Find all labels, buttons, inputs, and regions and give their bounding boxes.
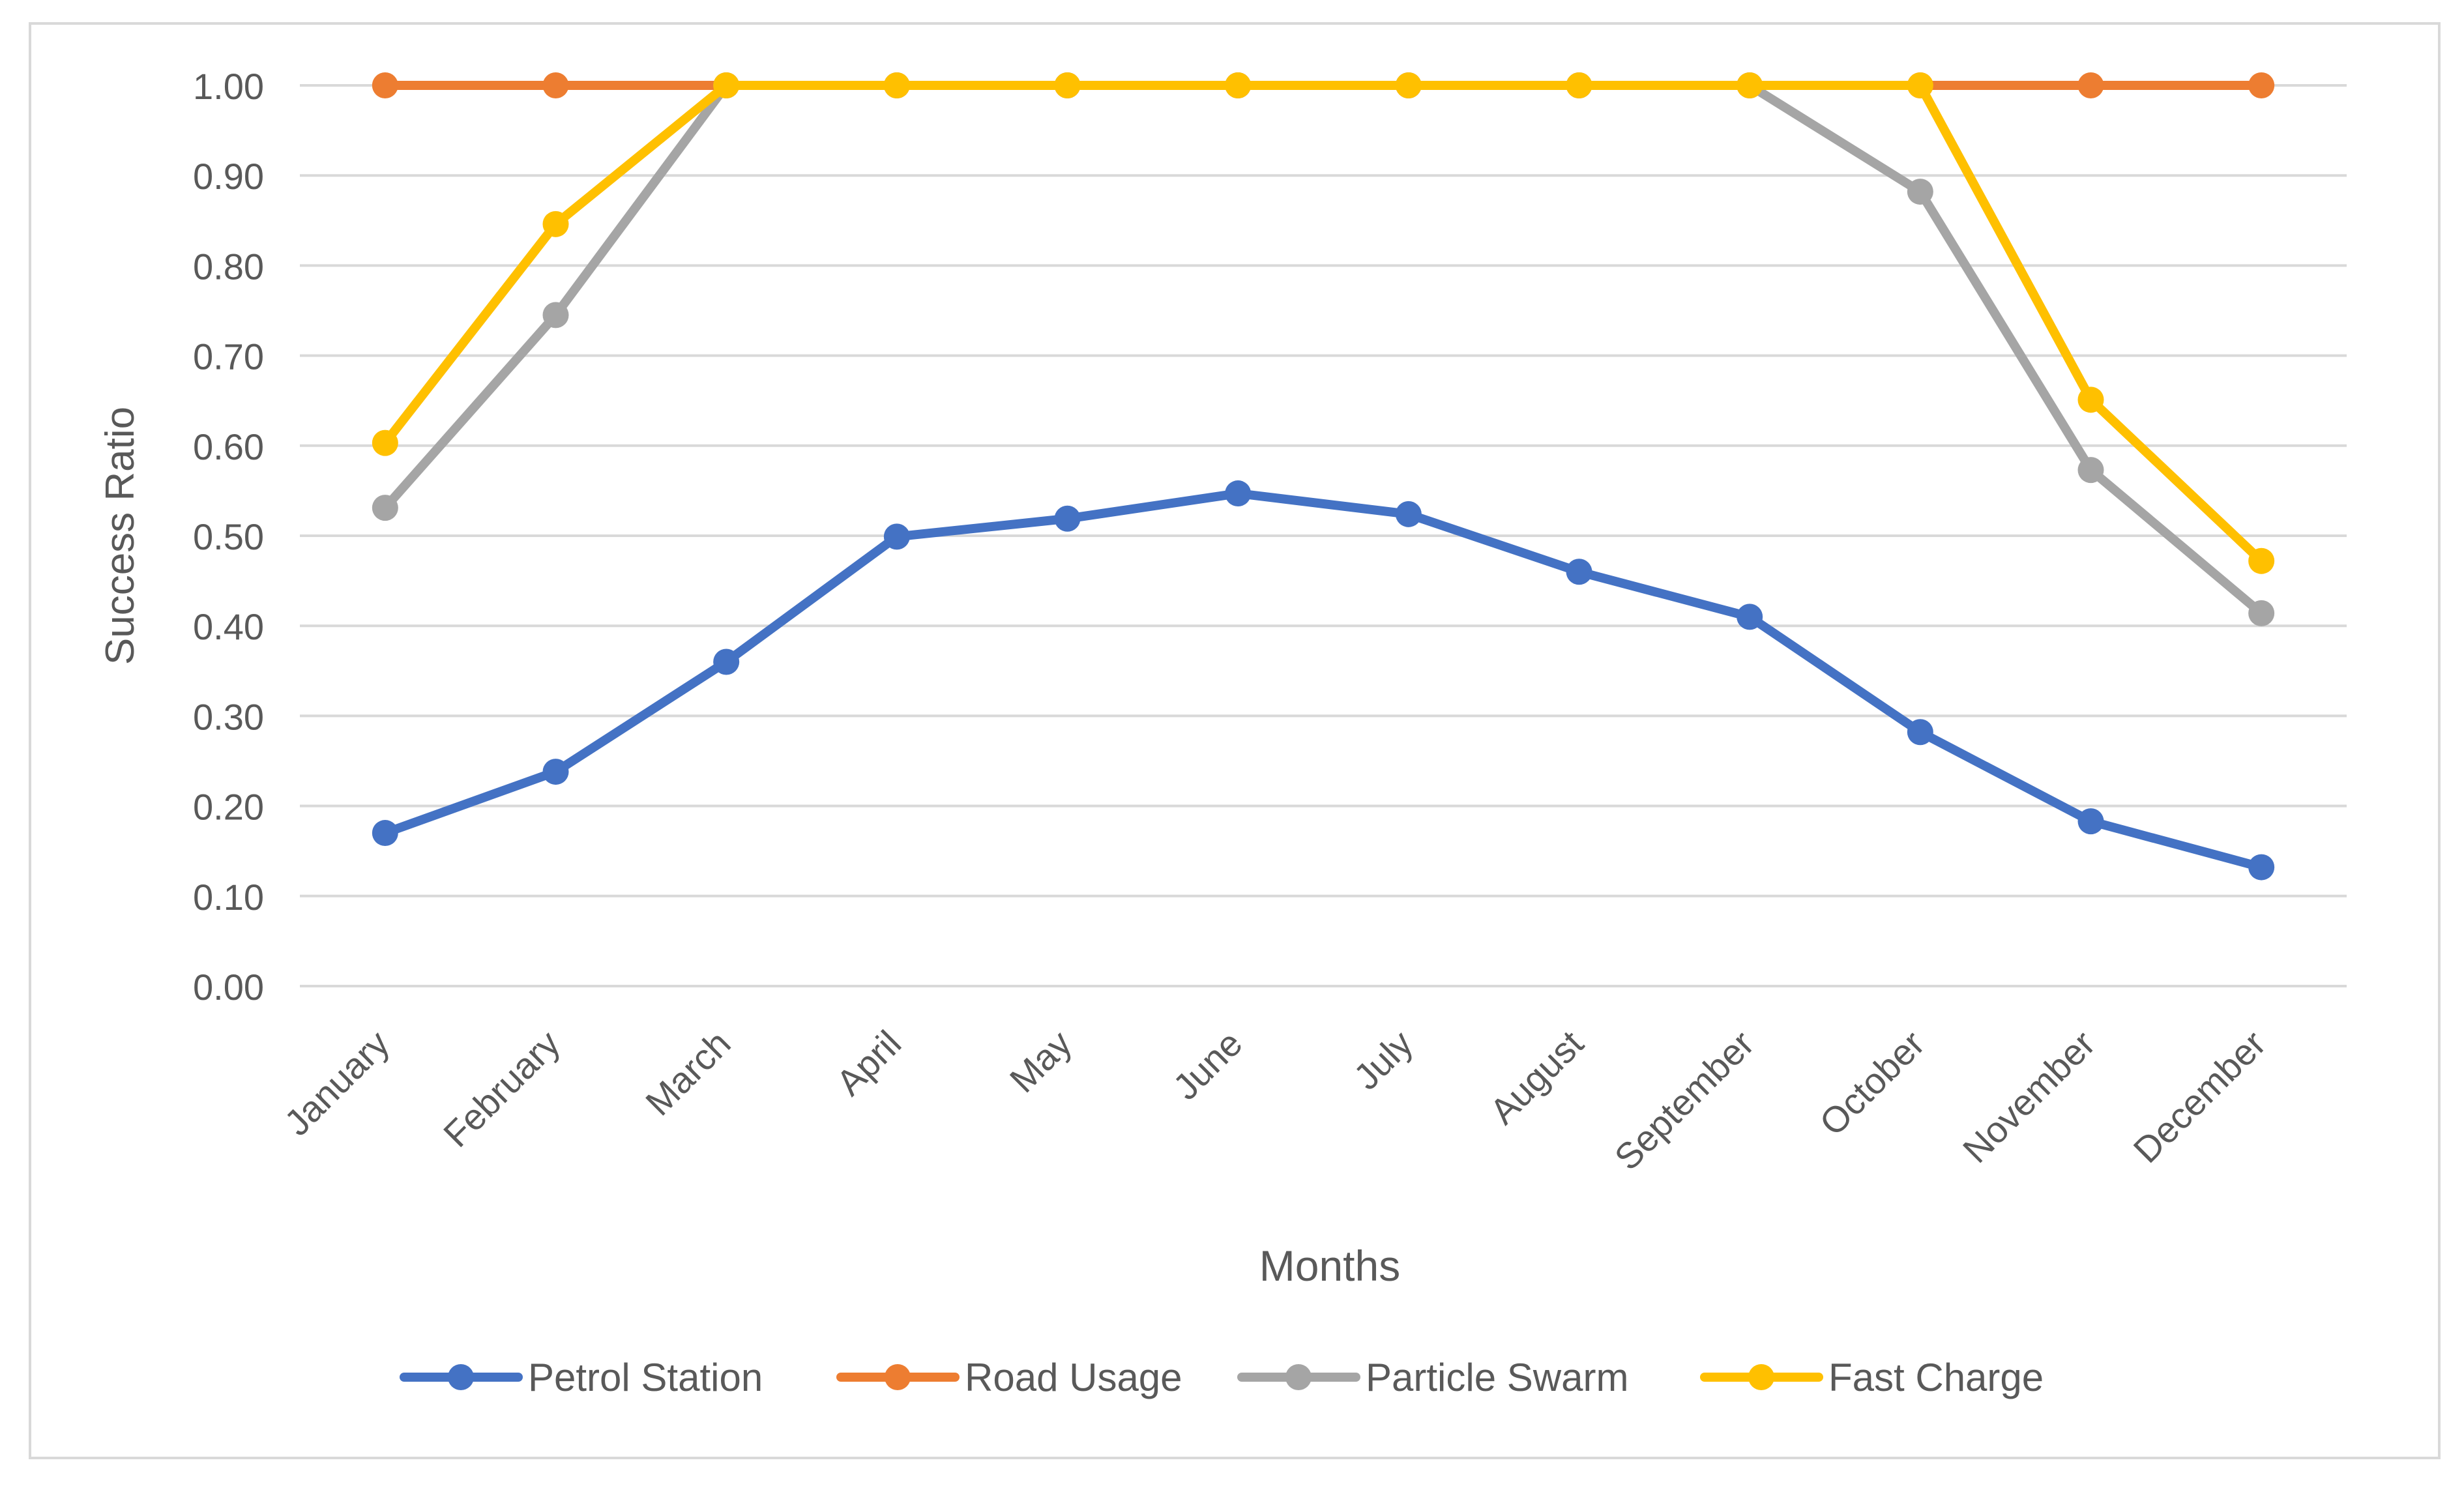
data-point — [1054, 505, 1081, 532]
x-tick-label: January — [276, 1023, 397, 1143]
legend-label: Petrol Station — [528, 1356, 763, 1399]
data-point — [1395, 72, 1422, 98]
x-tick-label: May — [1002, 1023, 1079, 1100]
legend-item-petrol-station: Petrol Station — [400, 1356, 763, 1399]
data-point — [1225, 480, 1252, 507]
data-point — [542, 302, 569, 328]
data-point — [713, 72, 740, 98]
data-point — [542, 72, 569, 98]
y-tick-label: 0.50 — [193, 516, 264, 557]
data-point — [372, 495, 398, 521]
data-point — [372, 820, 398, 847]
y-tick-label: 0.90 — [193, 156, 264, 197]
data-point — [542, 759, 569, 785]
data-point — [2248, 72, 2275, 98]
x-tick-label: December — [2125, 1023, 2273, 1171]
data-point — [2077, 808, 2104, 835]
data-point — [1566, 559, 1592, 585]
x-axis-ticks: January February March April May June July Augu… — [276, 1023, 2274, 1178]
legend-label: Fast Charge — [1828, 1356, 2044, 1399]
y-tick-label: 0.40 — [193, 606, 264, 647]
data-point — [1566, 72, 1592, 98]
legend: Petrol Station Road Usage Particle Swarm Fa… — [400, 1356, 2044, 1399]
y-tick-label: 0.00 — [193, 967, 264, 1008]
data-point — [1907, 72, 1933, 98]
legend-marker — [1285, 1364, 1312, 1390]
data-point — [713, 648, 740, 675]
data-point — [1225, 72, 1252, 98]
chart-frame — [29, 22, 2441, 1459]
data-point — [2248, 547, 2275, 574]
x-tick-label: November — [1955, 1023, 2103, 1171]
legend-label: Road Usage — [965, 1356, 1182, 1399]
data-point — [1907, 179, 1933, 205]
series-particle-swarm — [372, 72, 2275, 626]
data-point — [2248, 854, 2275, 881]
y-tick-label: 0.10 — [193, 877, 264, 918]
data-point — [2077, 386, 2104, 413]
y-tick-label: 1.00 — [193, 66, 264, 107]
data-point — [1395, 501, 1422, 527]
data-point — [1054, 72, 1081, 98]
x-tick-label: June — [1165, 1023, 1250, 1107]
legend-item-fast-charge: Fast Charge — [1700, 1356, 2044, 1399]
x-tick-label: February — [435, 1023, 568, 1155]
data-point — [1737, 72, 1763, 98]
data-point — [883, 72, 910, 98]
series-line — [380, 489, 2266, 872]
y-axis-label: Success Ratio — [98, 407, 143, 665]
x-axis-label: Months — [1259, 1242, 1400, 1290]
y-tick-label: 0.30 — [193, 696, 264, 737]
series-line — [380, 81, 2266, 618]
y-tick-label: 0.70 — [193, 336, 264, 377]
data-point — [542, 211, 569, 237]
data-point — [2248, 600, 2275, 626]
y-tick-label: 0.20 — [193, 787, 264, 828]
x-tick-label: July — [1345, 1023, 1420, 1098]
series-petrol-station — [372, 480, 2275, 881]
x-tick-label: September — [1606, 1023, 1761, 1178]
data-point — [1737, 604, 1763, 630]
x-tick-label: March — [638, 1023, 739, 1124]
y-axis-ticks: 0.00 0.10 0.20 0.30 0.40 0.50 0.60 0.70 0.80 0.90… — [193, 66, 264, 1008]
x-tick-label: April — [829, 1023, 909, 1103]
data-point — [2077, 457, 2104, 484]
gridlines — [300, 84, 2347, 987]
series-line — [380, 81, 2266, 566]
y-tick-label: 0.80 — [193, 246, 264, 287]
legend-marker — [448, 1364, 474, 1390]
legend-item-road-usage: Road Usage — [836, 1356, 1182, 1399]
legend-label: Particle Swarm — [1366, 1356, 1628, 1399]
data-point — [2077, 72, 2104, 98]
series-fast-charge — [372, 72, 2275, 574]
series-group — [372, 72, 2275, 881]
x-tick-label: October — [1811, 1023, 1932, 1143]
legend-marker — [1748, 1364, 1774, 1390]
legend-marker — [885, 1364, 911, 1390]
data-point — [372, 72, 398, 98]
data-point — [1907, 719, 1933, 746]
legend-item-particle-swarm: Particle Swarm — [1237, 1356, 1628, 1399]
data-point — [372, 430, 398, 456]
data-point — [883, 523, 910, 550]
y-tick-label: 0.60 — [193, 426, 264, 467]
x-tick-label: August — [1482, 1023, 1591, 1132]
